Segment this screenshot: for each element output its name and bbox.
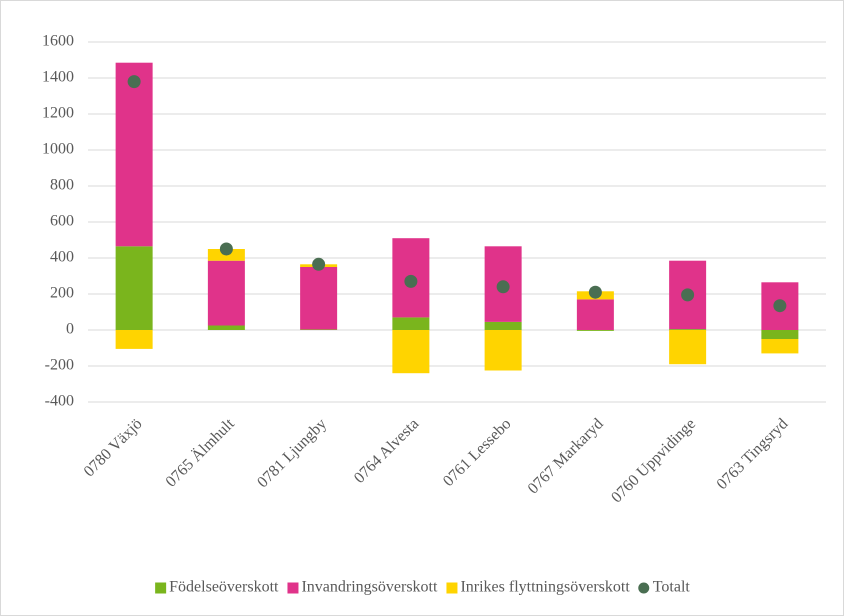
bar: [115, 330, 153, 349]
legend-swatch: [287, 582, 299, 594]
legend: Födelseöverskott Invandringsöverskott Inri…: [155, 579, 690, 596]
legend-swatch: [446, 582, 458, 594]
bar: [300, 329, 338, 330]
y-tick-label: 600: [50, 213, 74, 230]
bar: [392, 330, 430, 374]
total-marker: [588, 285, 602, 299]
total-marker: [681, 288, 695, 302]
bar: [669, 329, 707, 330]
y-tick-label: 1400: [42, 69, 74, 86]
legend-label: Totalt: [653, 579, 691, 596]
bar: [669, 330, 707, 365]
bar: [115, 62, 153, 247]
y-tick-label: -200: [45, 357, 74, 374]
bar: [207, 325, 245, 330]
total-marker: [127, 75, 141, 89]
y-tick-label: 1000: [42, 141, 74, 158]
y-tick-label: -400: [45, 393, 74, 410]
legend-label: Inrikes flyttningsöverskott: [460, 579, 630, 596]
bar: [761, 339, 799, 354]
legend-marker: [638, 582, 650, 594]
bar: [300, 267, 338, 330]
bar: [115, 246, 153, 330]
bar: [484, 321, 522, 330]
legend-label: Invandringsöverskott: [301, 579, 438, 596]
total-marker: [312, 257, 326, 271]
y-tick-label: 0: [66, 321, 74, 338]
total-marker: [404, 274, 418, 288]
total-marker: [219, 242, 233, 256]
y-tick-label: 400: [50, 249, 74, 266]
legend-swatch: [155, 582, 167, 594]
y-tick-label: 800: [50, 177, 74, 194]
bar: [207, 260, 245, 326]
bar: [392, 317, 430, 330]
y-tick-label: 1600: [42, 33, 74, 50]
total-marker: [773, 299, 787, 313]
y-tick-label: 200: [50, 285, 74, 302]
y-tick-label: 1200: [42, 105, 74, 122]
bar: [761, 330, 799, 339]
total-marker: [496, 280, 510, 294]
legend-label: Födelseöverskott: [169, 579, 279, 596]
bar: [576, 330, 614, 331]
bar: [484, 330, 522, 371]
bar: [576, 299, 614, 330]
